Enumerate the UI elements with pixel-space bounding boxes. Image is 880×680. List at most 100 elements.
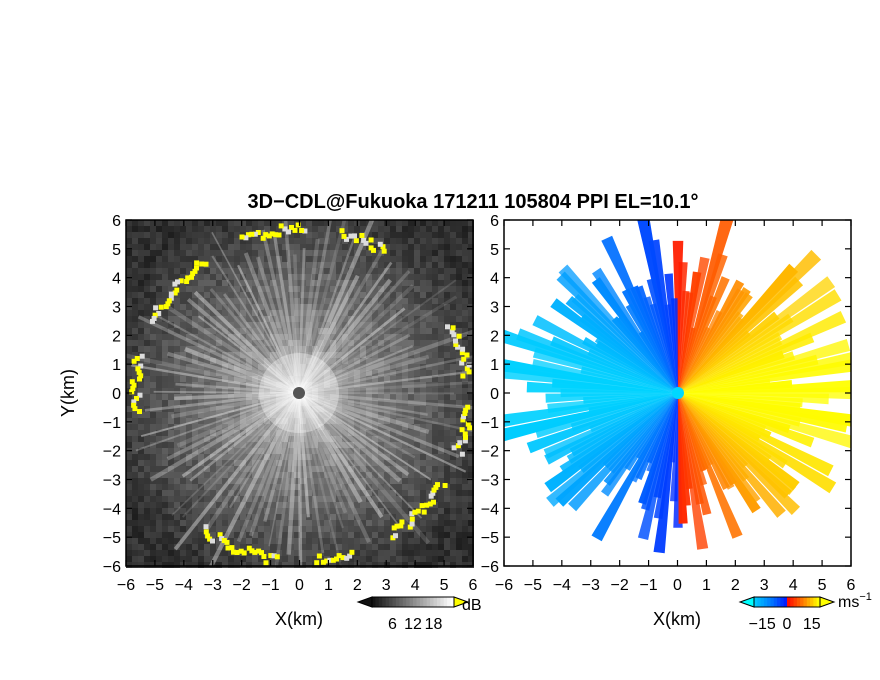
noise-cell	[366, 334, 372, 340]
noise-cell	[216, 448, 222, 454]
noise-cell	[138, 298, 144, 304]
noise-cell	[438, 556, 444, 562]
noise-cell	[366, 298, 372, 304]
noise-cell	[354, 304, 360, 310]
noise-cell	[366, 418, 372, 424]
noise-cell	[468, 514, 474, 520]
noise-cell	[150, 466, 156, 472]
noise-cell	[420, 526, 426, 532]
noise-cell	[450, 490, 456, 496]
noise-cell	[462, 466, 468, 472]
noise-cell	[126, 478, 132, 484]
noise-cell	[132, 496, 138, 502]
noise-cell	[390, 412, 396, 418]
noise-cell	[450, 298, 456, 304]
reflectivity-ray	[298, 391, 473, 410]
noise-cell	[180, 256, 186, 262]
noise-cell	[432, 256, 438, 262]
noise-cell	[378, 436, 384, 442]
noise-cell	[348, 502, 354, 508]
clutter-pixel	[130, 386, 136, 391]
noise-cell	[300, 502, 306, 508]
noise-cell	[150, 538, 156, 544]
noise-cell	[282, 484, 288, 490]
noise-cell	[420, 244, 426, 250]
noise-cell	[144, 226, 150, 232]
noise-cell	[438, 406, 444, 412]
reflectivity-ray	[298, 295, 458, 395]
noise-cell	[432, 520, 438, 526]
noise-cell	[156, 544, 162, 550]
noise-cell	[246, 406, 252, 412]
noise-cell	[168, 556, 174, 562]
noise-cell	[420, 550, 426, 556]
noise-cell	[318, 376, 324, 382]
noise-cell	[210, 250, 216, 256]
reflectivity-ray	[293, 254, 301, 394]
noise-cell	[360, 562, 366, 568]
noise-cell	[462, 538, 468, 544]
noise-cell	[348, 430, 354, 436]
reflectivity-ray	[298, 390, 430, 435]
noise-cell	[162, 376, 168, 382]
noise-cell	[192, 418, 198, 424]
clutter-pixel	[380, 244, 386, 250]
noise-cell	[360, 262, 366, 268]
noise-cell	[354, 436, 360, 442]
noise-cell	[204, 388, 210, 394]
noise-cell	[432, 238, 438, 244]
noise-cell	[228, 496, 234, 502]
noise-cell	[348, 280, 354, 286]
noise-cell	[138, 550, 144, 556]
noise-cell	[204, 514, 210, 520]
velocity-wedge	[608, 393, 678, 474]
noise-cell	[318, 478, 324, 484]
noise-cell	[234, 238, 240, 244]
noise-cell	[360, 304, 366, 310]
noise-cell	[198, 334, 204, 340]
noise-cell	[378, 238, 384, 244]
noise-cell	[354, 466, 360, 472]
noise-cell	[162, 442, 168, 448]
noise-cell	[150, 226, 156, 232]
noise-cell	[426, 352, 432, 358]
y-tick-label: −2	[481, 444, 499, 461]
noise-cell	[126, 322, 132, 328]
noise-cell	[288, 436, 294, 442]
noise-cell	[420, 430, 426, 436]
noise-cell	[372, 394, 378, 400]
noise-cell	[396, 436, 402, 442]
noise-cell	[330, 334, 336, 340]
noise-cell	[252, 298, 258, 304]
noise-cell	[192, 256, 198, 262]
noise-cell	[378, 460, 384, 466]
noise-cell	[282, 316, 288, 322]
noise-cell	[390, 550, 396, 556]
noise-cell	[336, 544, 342, 550]
noise-cell	[426, 364, 432, 370]
colorbar-segment	[430, 597, 434, 607]
noise-cell	[258, 430, 264, 436]
noise-cell	[216, 334, 222, 340]
noise-cell	[216, 292, 222, 298]
noise-cell	[198, 472, 204, 478]
noise-cell	[246, 472, 252, 478]
noise-cell	[414, 262, 420, 268]
noise-cell	[144, 346, 150, 352]
velocity-wedge	[678, 393, 851, 427]
noise-cell	[186, 406, 192, 412]
noise-cell	[408, 268, 414, 274]
noise-cell	[354, 478, 360, 484]
clutter-pixel	[175, 279, 180, 285]
velocity-wedge	[678, 393, 801, 427]
noise-cell	[330, 226, 336, 232]
noise-cell	[204, 370, 210, 376]
noise-cell	[210, 268, 216, 274]
noise-cell	[192, 376, 198, 382]
noise-cell	[138, 244, 144, 250]
noise-cell	[396, 274, 402, 280]
clutter-pixel	[344, 236, 349, 242]
noise-cell	[384, 364, 390, 370]
noise-cell	[162, 496, 168, 502]
